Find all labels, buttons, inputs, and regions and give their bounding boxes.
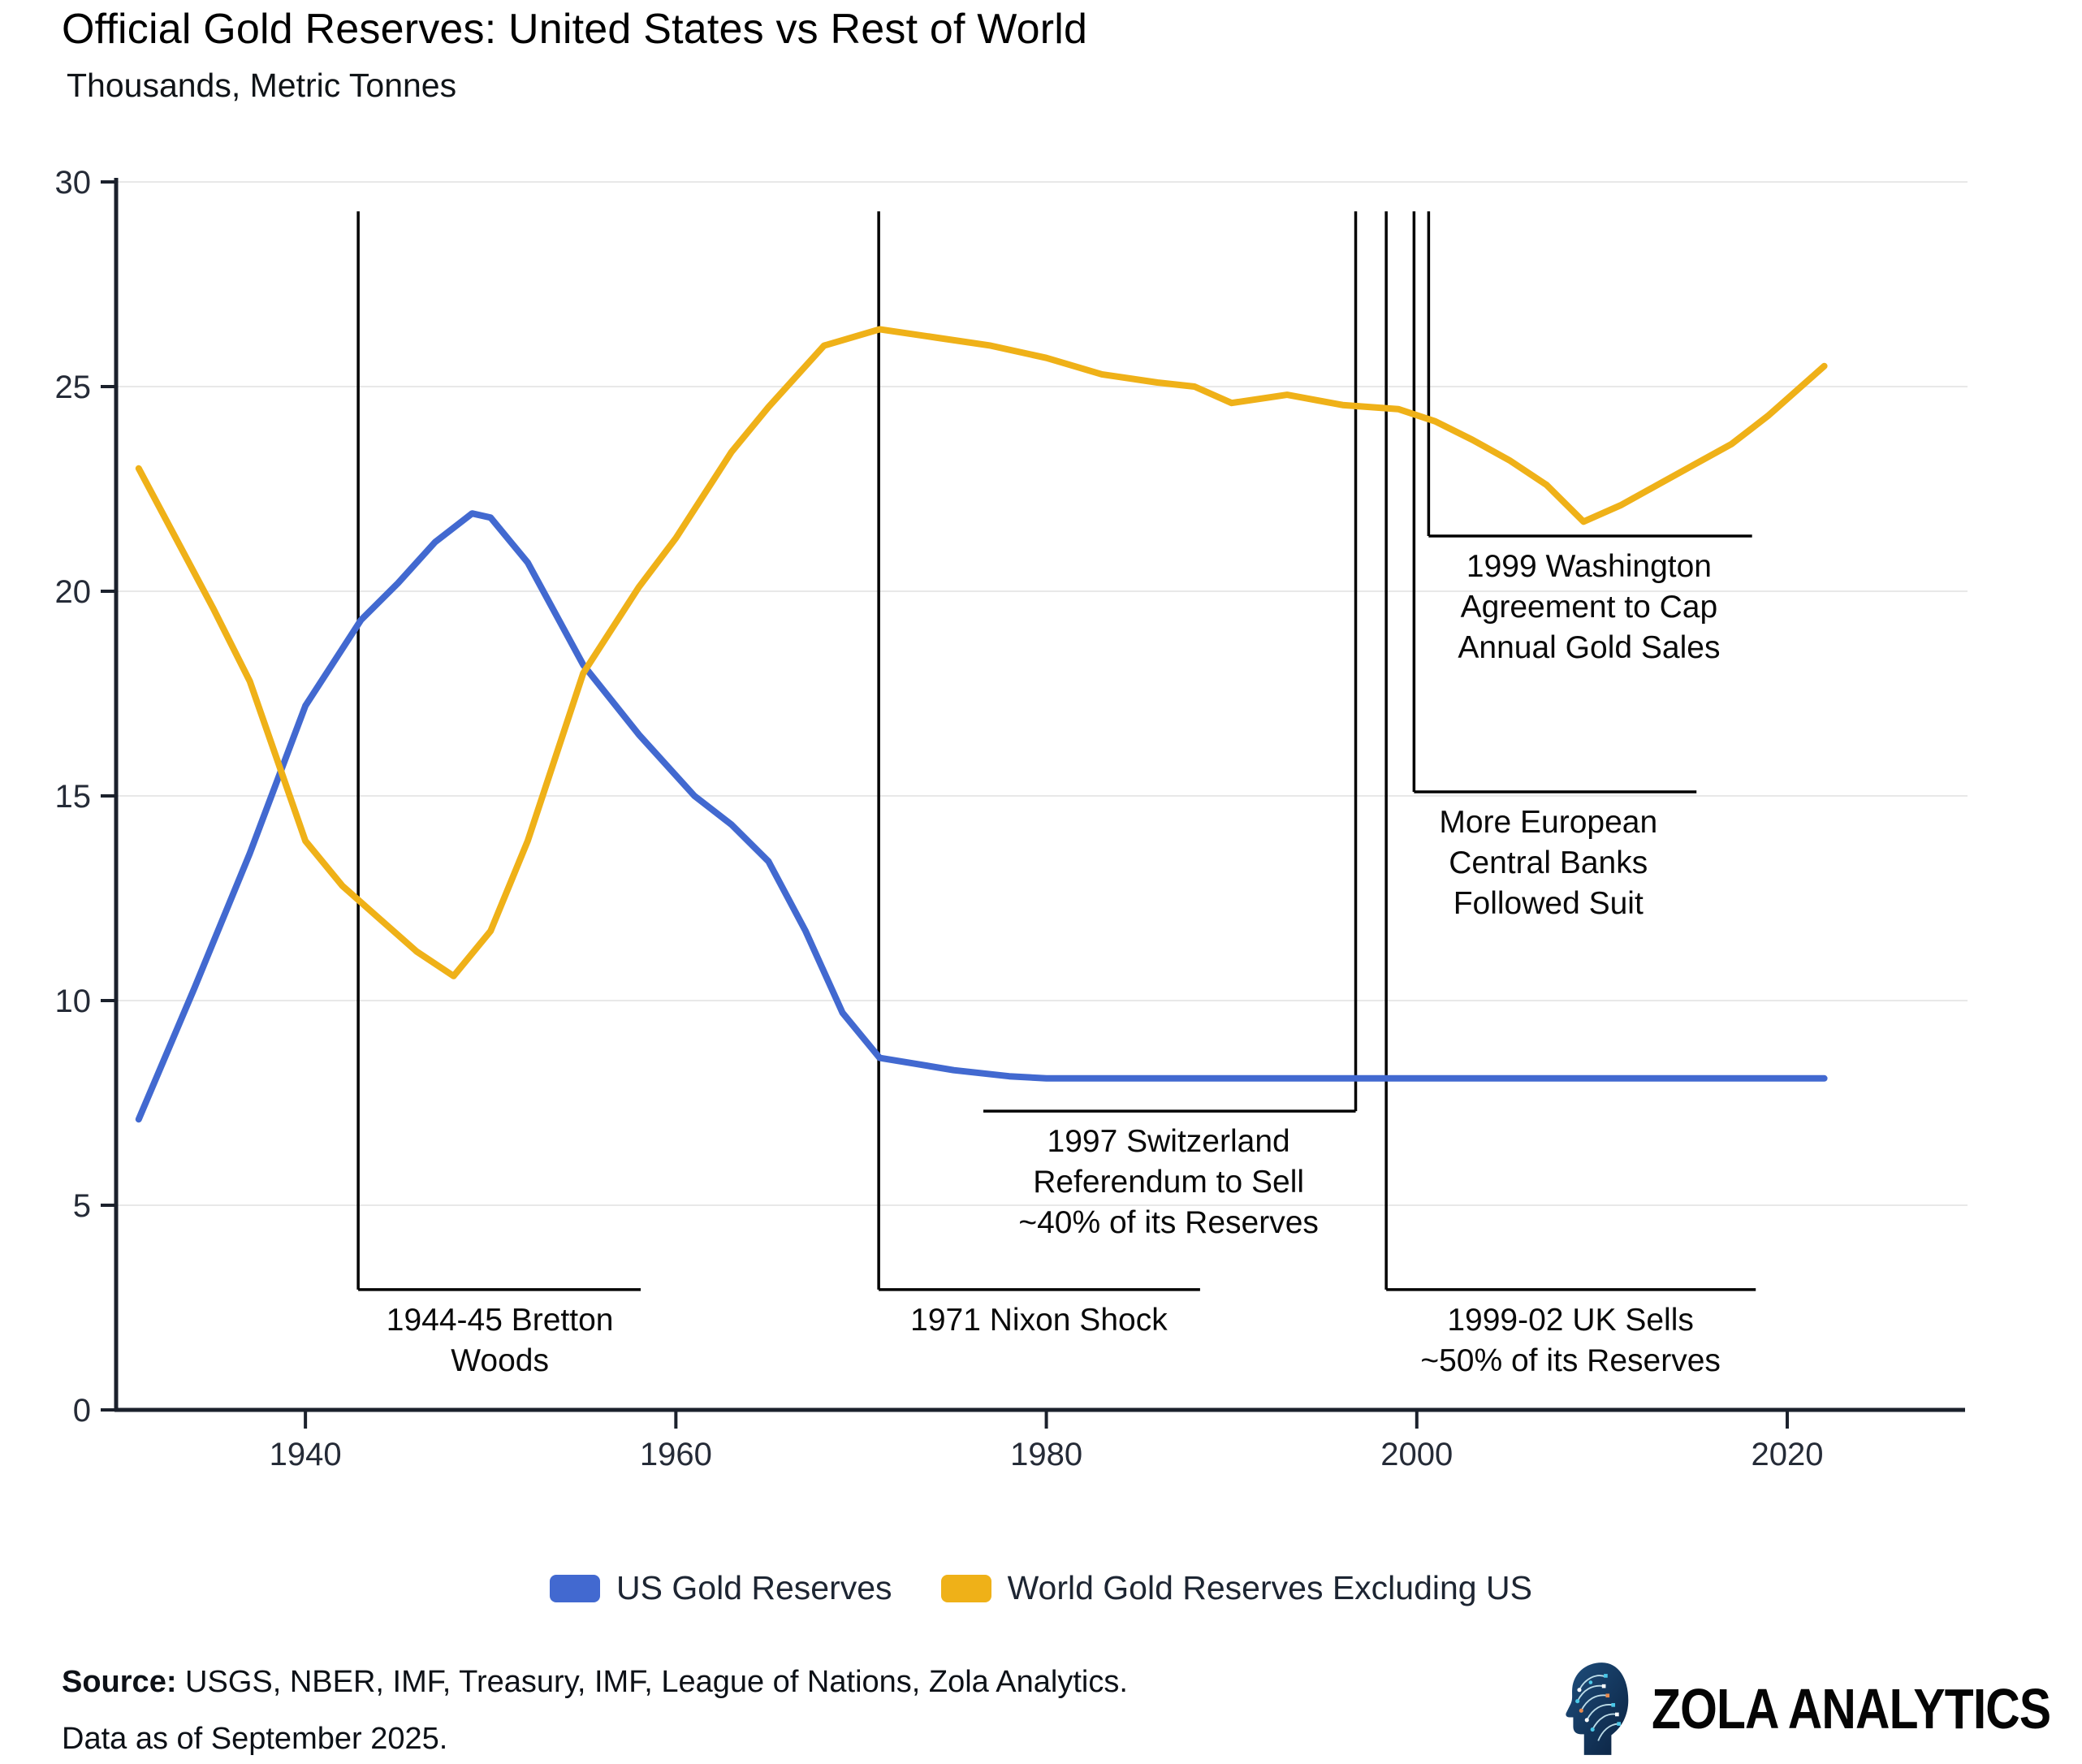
bretton-woods-label: 1944-45 Bretton Woods	[387, 1303, 614, 1378]
uk-sells-lines	[1384, 211, 1756, 1291]
bretton-woods-lines	[356, 211, 641, 1291]
x-tick-label: 2020	[1752, 1437, 1824, 1472]
y-tick-label: 30	[55, 165, 92, 201]
chart-units-subtitle: Thousands, Metric Tonnes	[67, 67, 457, 104]
us-series-swatch	[550, 1574, 601, 1602]
x-tick-label: 1980	[1010, 1437, 1082, 1472]
source-note: Source: USGS, NBER, IMF, Treasury, IMF, …	[62, 1654, 1128, 1764]
legend-label-us: US Gold Reserves	[616, 1569, 892, 1606]
gridlines	[116, 181, 1968, 1206]
y-tick-label: 0	[73, 1393, 91, 1429]
y-tick-label: 15	[55, 779, 92, 815]
legend-item-us: US Gold Reserves	[550, 1569, 892, 1607]
european-banks-label: More European Central Banks Followed Suit	[1439, 805, 1657, 921]
x-axis-ticks: 1940 1960 1980 2000 2020	[270, 1410, 1824, 1472]
source-line-1: Source: USGS, NBER, IMF, Treasury, IMF, …	[62, 1654, 1128, 1710]
source-list: USGS, NBER, IMF, Treasury, IMF, League o…	[185, 1665, 1128, 1699]
european-banks-lines	[1412, 211, 1697, 793]
source-label: Source:	[62, 1665, 177, 1699]
circuit-head-icon	[1566, 1662, 1629, 1755]
legend-label-world: World Gold Reserves Excluding US	[1007, 1569, 1532, 1606]
x-tick-label: 1940	[270, 1437, 342, 1472]
nixon-shock-lines	[877, 211, 1200, 1291]
swiss-referendum-label: 1997 Switzerland Referendum to Sell ~40% o…	[1018, 1124, 1319, 1240]
x-tick-label: 1960	[640, 1437, 712, 1472]
annotation-labels: 1944-45 Bretton Woods 1971 Nixon Shock 1997…	[387, 549, 1721, 1378]
page-title: Official Gold Reserves: United States vs…	[62, 6, 1088, 53]
y-tick-label: 10	[55, 984, 92, 1019]
chart-legend: US Gold Reserves World Gold Reserves Exc…	[0, 1569, 2082, 1607]
swiss-referendum-lines	[983, 211, 1358, 1113]
uk-sells-label: 1999-02 UK Sells ~50% of its Reserves	[1420, 1303, 1721, 1378]
us-gold-reserves-line	[135, 510, 1828, 1123]
legend-item-world: World Gold Reserves Excluding US	[940, 1569, 1532, 1607]
x-tick-label: 2000	[1380, 1437, 1453, 1472]
y-tick-label: 20	[55, 574, 92, 610]
washington-agreement-lines	[1427, 211, 1752, 538]
nixon-shock-label: 1971 Nixon Shock	[910, 1303, 1168, 1338]
y-axis-ticks: 0 5 10 15 20 25 30	[55, 165, 116, 1429]
zola-analytics-logo: ZOLA ANALYTICS	[1564, 1662, 2082, 1756]
annotation-lines	[356, 211, 1756, 1291]
world-series-swatch	[940, 1574, 991, 1602]
world-gold-reserves-line	[135, 326, 1828, 979]
washington-agreement-label: 1999 Washington Agreement to Cap Annual Go…	[1458, 549, 1720, 665]
y-tick-label: 5	[73, 1188, 91, 1224]
logo-wordmark: ZOLA ANALYTICS	[1652, 1677, 2051, 1740]
source-line-2: Data as of September 2025.	[62, 1722, 448, 1756]
y-tick-label: 25	[55, 370, 92, 405]
